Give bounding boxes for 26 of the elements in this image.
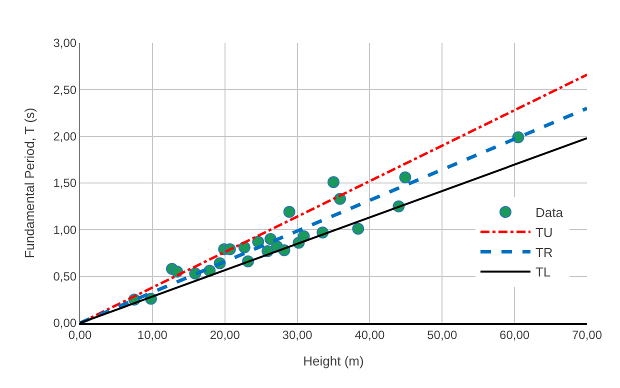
legend-label: Data xyxy=(535,205,564,220)
x-tick-label: 60,00 xyxy=(500,328,530,342)
y-tick-label: 0,50 xyxy=(53,270,77,284)
y-tick-label: 3,00 xyxy=(53,36,77,50)
y-axis-title: Fundamental Period, T (s) xyxy=(22,108,38,258)
x-axis-title: Height (m) xyxy=(303,353,364,368)
x-tick-label: 20,00 xyxy=(210,328,240,342)
x-tick-label: 40,00 xyxy=(354,328,386,342)
y-tick-label: 0,00 xyxy=(53,316,77,330)
legend-label: TL xyxy=(535,264,551,280)
point xyxy=(352,222,364,235)
x-tick-label: 30,00 xyxy=(282,328,313,342)
point xyxy=(283,206,296,218)
x-tick-label: 10,00 xyxy=(137,328,168,342)
legend-label: TR xyxy=(535,244,553,260)
point xyxy=(328,176,340,188)
legend-label: TU xyxy=(535,224,553,240)
y-tick-label: 2,00 xyxy=(53,130,77,144)
x-tick-label: 0,00 xyxy=(68,328,92,342)
y-tick-label: 2,50 xyxy=(53,82,77,97)
x-tick-label: 70,00 xyxy=(572,328,602,342)
point xyxy=(512,131,524,144)
y-tick-label: 1,50 xyxy=(53,176,77,190)
y-tick-label: 1,00 xyxy=(53,222,77,237)
point xyxy=(399,171,412,184)
x-tick-label: 50,00 xyxy=(427,328,458,342)
